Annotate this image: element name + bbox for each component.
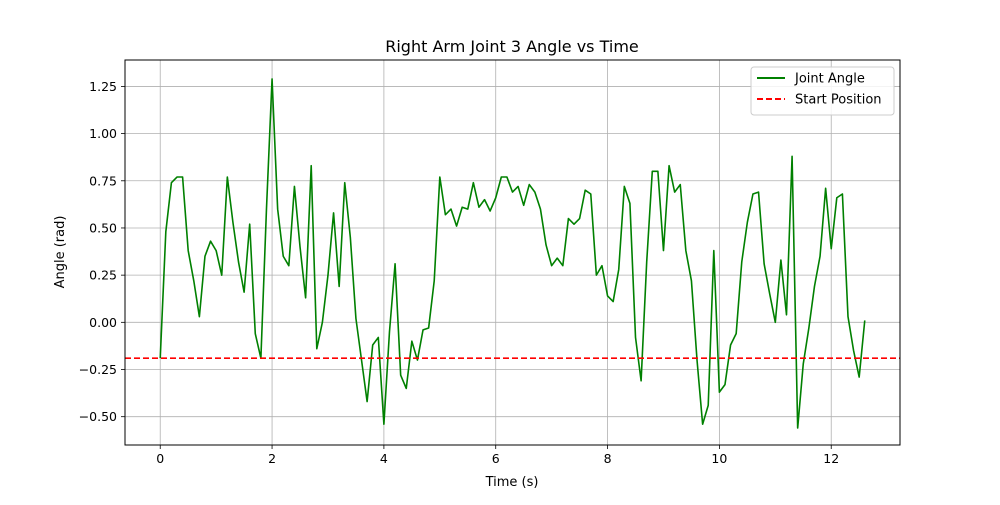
plot-frame xyxy=(124,59,901,446)
series-line-joint-angle xyxy=(159,78,866,429)
x-tick-label: 0 xyxy=(156,451,164,466)
grid-lines xyxy=(125,60,900,445)
x-tick-label: 12 xyxy=(823,451,839,466)
y-tick-label: 0.00 xyxy=(89,315,117,330)
y-axis-label: Angle (rad) xyxy=(53,216,68,289)
legend-box xyxy=(750,66,895,116)
y-tick-label: −0.25 xyxy=(79,362,117,377)
y-tick-label: 1.25 xyxy=(89,79,117,94)
chart-title: Right Arm Joint 3 Angle vs Time xyxy=(385,37,639,56)
x-axis-label: Time (s) xyxy=(485,475,539,490)
y-tick-label: 0.75 xyxy=(89,173,117,188)
legend-label-joint-angle: Joint Angle xyxy=(794,72,865,87)
legend: Joint Angle Start Position xyxy=(750,66,895,116)
x-tick-label: 4 xyxy=(380,451,388,466)
x-tick-label: 8 xyxy=(604,451,612,466)
y-tick-label: 0.50 xyxy=(89,220,117,235)
x-tick-label: 2 xyxy=(268,451,276,466)
x-tick-label: 10 xyxy=(711,451,727,466)
y-tick-label: −0.50 xyxy=(79,409,117,424)
y-tick-label: 1.00 xyxy=(89,126,117,141)
series-layer xyxy=(125,78,900,429)
y-tick-label: 0.25 xyxy=(89,268,117,283)
legend-label-start-position: Start Position xyxy=(795,93,882,108)
x-tick-label: 6 xyxy=(492,451,500,466)
axis-ticks: 0 2 4 6 8 10 12 −0.50 −0.25 0.00 0.25 0.50 0.75 1.00 1… xyxy=(79,79,839,466)
